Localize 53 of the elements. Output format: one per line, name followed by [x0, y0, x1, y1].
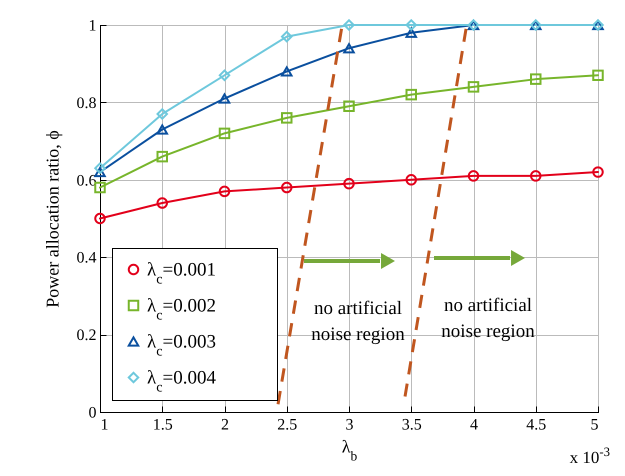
point — [94, 166, 106, 178]
point — [343, 43, 355, 54]
x-tick-label: 5 — [590, 416, 598, 434]
point — [343, 19, 355, 31]
point — [281, 30, 292, 42]
x-tick-label: 4.5 — [526, 416, 546, 434]
point — [530, 170, 542, 182]
x-tick-label: 1 — [100, 416, 108, 434]
legend-label: λ$_{c}$=0.001 — [147, 260, 216, 288]
x-tick-label: 4 — [470, 416, 478, 434]
point — [343, 100, 355, 112]
point — [281, 182, 292, 194]
point — [468, 81, 480, 93]
point — [530, 73, 542, 85]
point — [468, 170, 480, 182]
point — [94, 212, 106, 224]
legend-label: λ$_{c}$=0.002 — [147, 296, 216, 324]
point — [281, 66, 292, 77]
point — [156, 124, 168, 135]
point — [156, 108, 168, 120]
point — [156, 197, 168, 209]
y-tick-label: 0.8 — [76, 94, 96, 112]
x-tick-label: 3 — [346, 416, 354, 434]
y-tick-label: 0.2 — [76, 327, 96, 344]
point — [94, 182, 106, 194]
point — [218, 186, 230, 198]
point — [343, 178, 355, 190]
legend-label: λ$_{c}$=0.004 — [147, 368, 217, 396]
annotation: no artificial noise region — [311, 298, 406, 345]
point — [406, 88, 417, 100]
point — [406, 19, 417, 31]
y-tick-label: 1 — [88, 18, 96, 34]
annotation: no artificial noise region — [441, 295, 536, 342]
x-tick-label: 1.5 — [152, 416, 173, 434]
point — [156, 150, 168, 162]
point — [281, 112, 292, 124]
legend-label: λ$_{c}$=0.003 — [147, 332, 216, 360]
x-tick-label: 2 — [221, 416, 229, 434]
y-tick-label: 0 — [88, 404, 96, 422]
y-tick-label: 0.4 — [76, 250, 96, 267]
point — [218, 128, 230, 140]
text: x 10$^{-3}$ — [570, 445, 610, 467]
x-tick-label: 2.5 — [277, 416, 298, 434]
x-axis-title: λ$_{b}$ — [342, 436, 358, 463]
point — [94, 162, 106, 174]
point — [592, 70, 604, 82]
point — [406, 174, 417, 186]
point — [406, 28, 417, 38]
point — [218, 70, 230, 82]
x-tick-label: 3.5 — [402, 416, 422, 434]
point — [218, 93, 230, 104]
point — [592, 166, 604, 178]
y-axis-title: Power allocation ratio, ϕ — [42, 130, 62, 308]
